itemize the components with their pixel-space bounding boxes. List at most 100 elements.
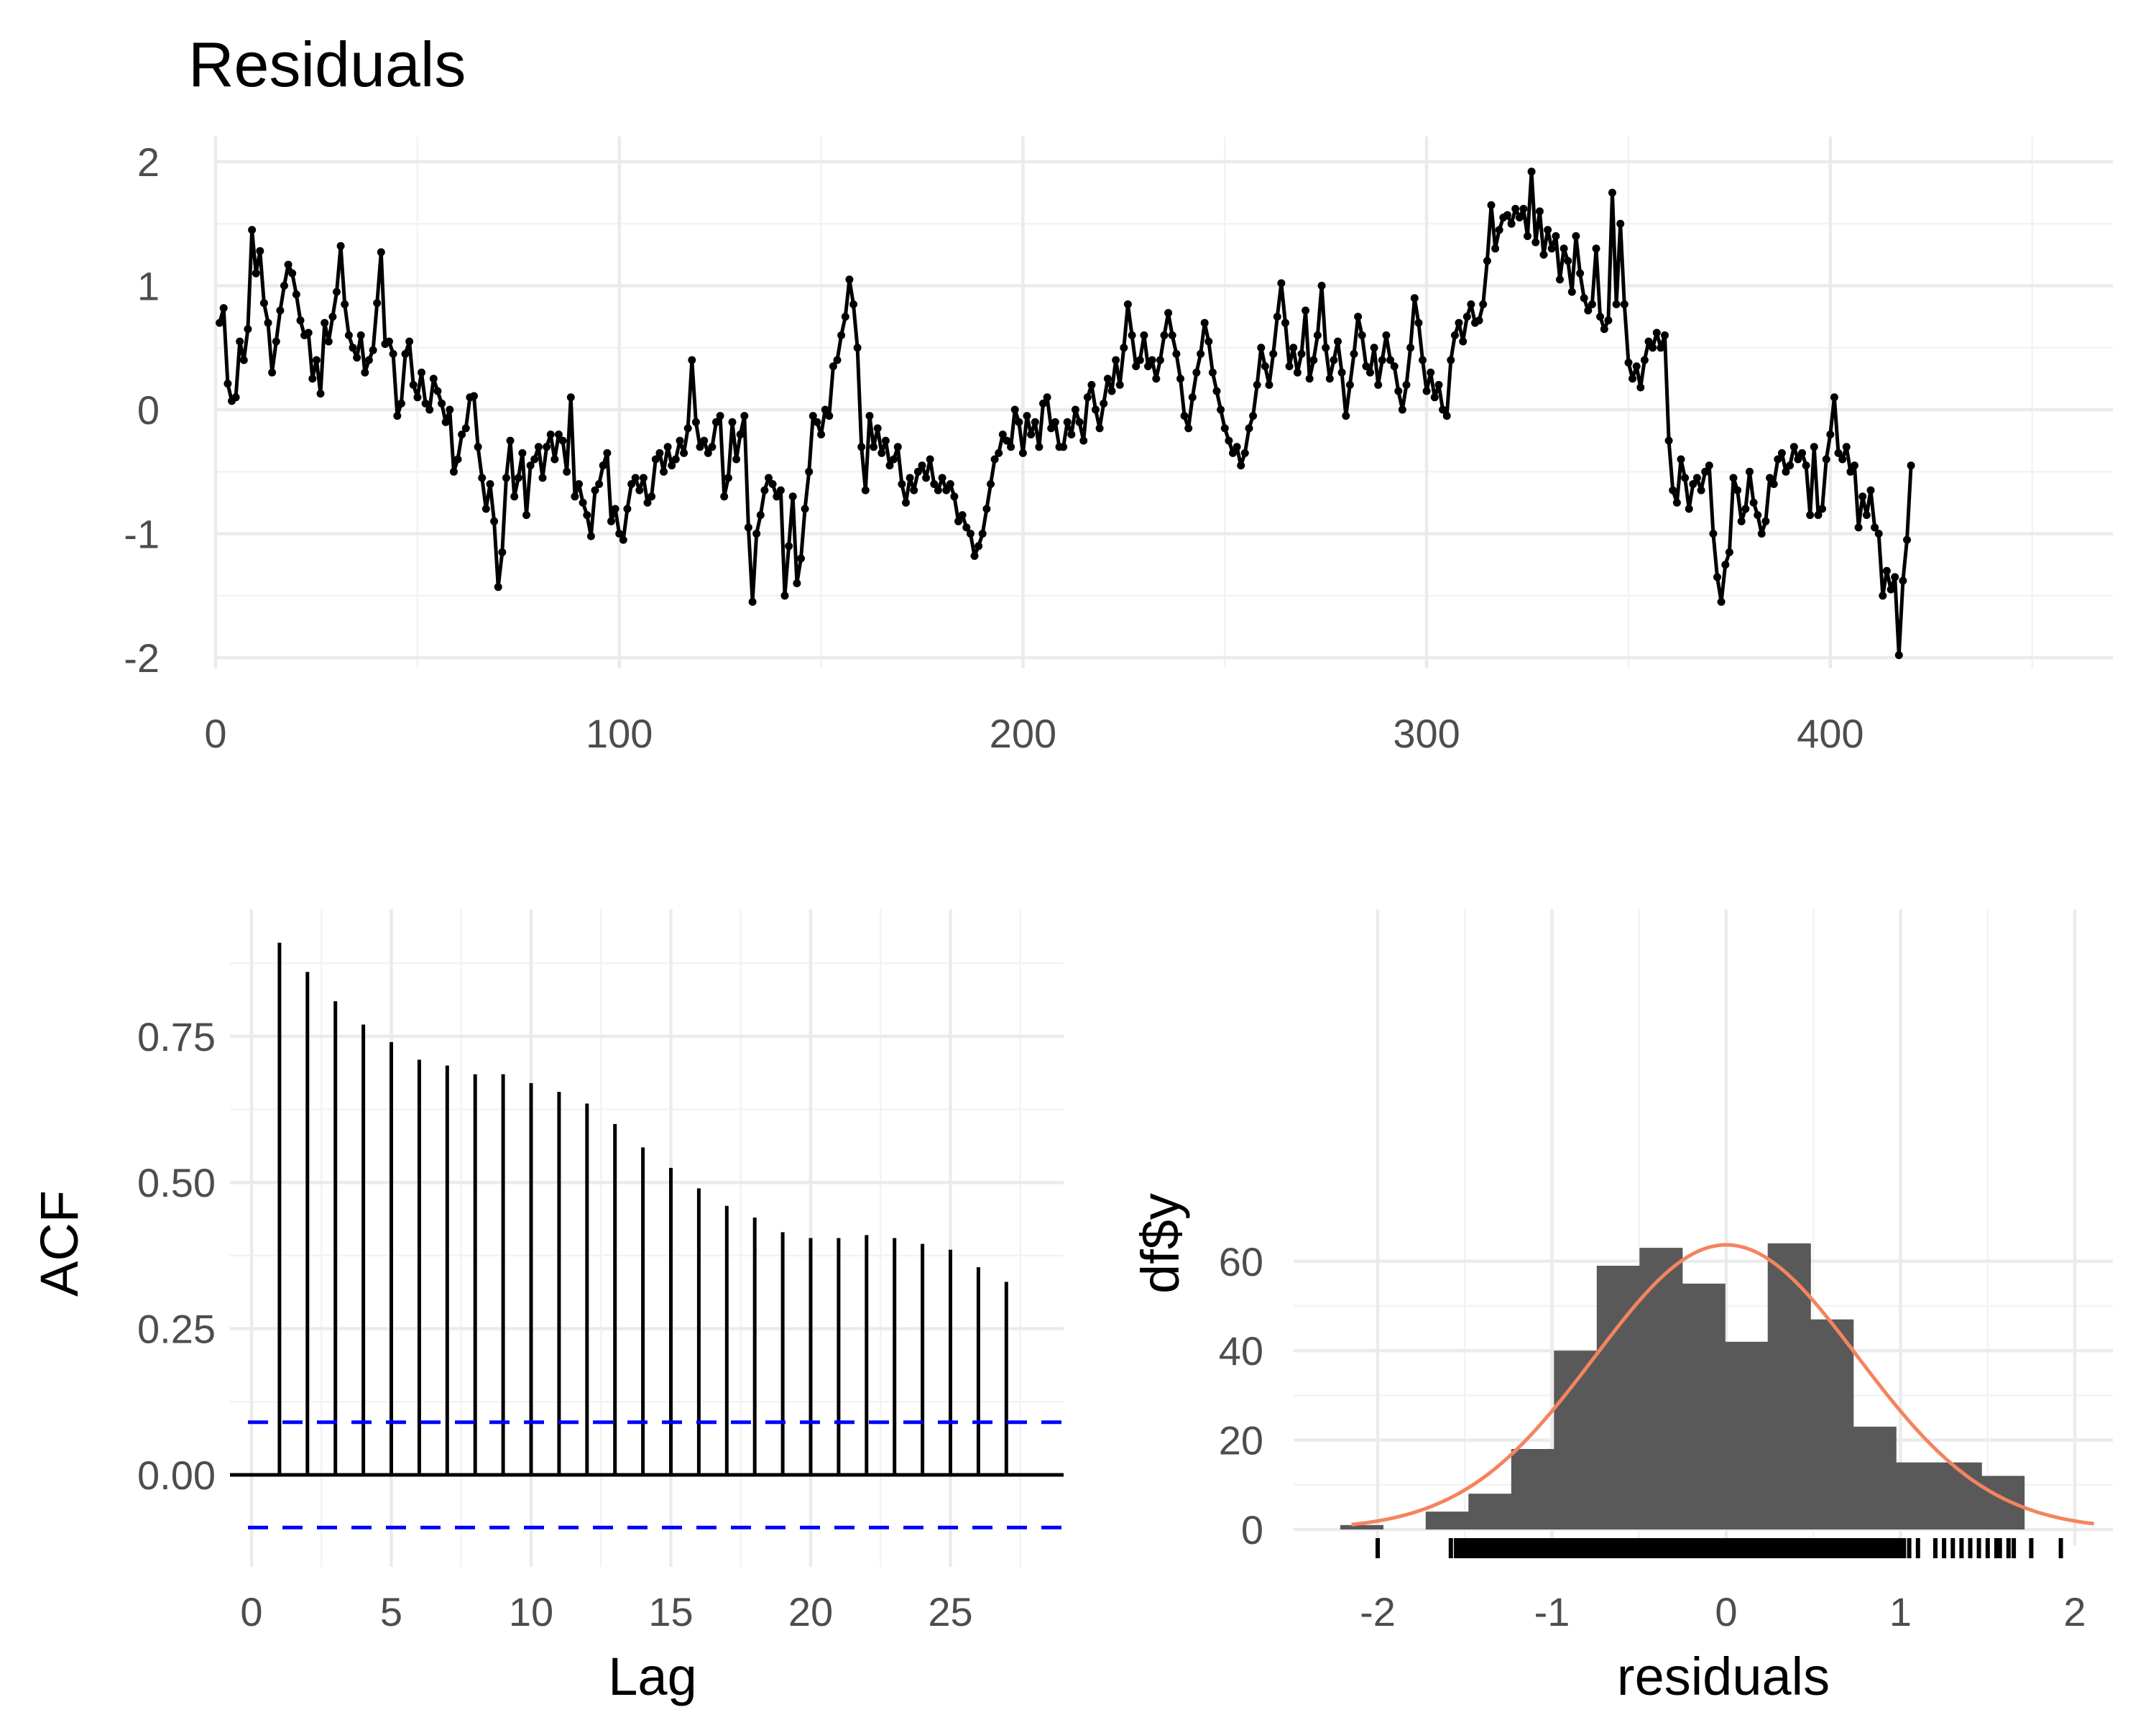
residuals-point (1398, 405, 1406, 414)
residuals-point (1572, 232, 1580, 240)
residuals-point (1564, 257, 1572, 265)
residuals-point (877, 448, 886, 457)
acf-tick-labels: 0 5 10 15 20 25 0.00 0.25 0.50 0.75 (137, 1014, 973, 1634)
residuals-point (1749, 498, 1758, 507)
residuals-point (663, 443, 672, 451)
acf-grid (230, 909, 1064, 1567)
residuals-point (1188, 393, 1197, 402)
residuals-point (1366, 368, 1374, 377)
residuals-point (765, 474, 773, 482)
residuals-x-tick-label: 400 (1797, 711, 1864, 756)
residuals-point (534, 443, 543, 451)
residuals-point (1806, 511, 1815, 520)
residuals-point (1854, 523, 1863, 532)
residuals-point (635, 486, 644, 494)
residuals-point (1305, 374, 1314, 383)
residuals-point (575, 480, 583, 488)
residuals-point (1197, 349, 1205, 358)
residuals-point (421, 399, 430, 408)
residuals-point (1519, 205, 1528, 213)
residuals-point (1657, 344, 1665, 352)
residuals-point (607, 517, 615, 525)
residuals-point (558, 436, 567, 445)
residuals-point (1786, 461, 1795, 470)
residuals-point (716, 412, 724, 420)
residuals-point (1733, 486, 1742, 494)
residuals-point (946, 480, 954, 488)
residuals-point (1313, 331, 1322, 339)
residuals-tick-labels: 0 100 200 300 400 -2 -1 0 1 2 (124, 139, 1864, 756)
residuals-point (490, 517, 499, 525)
residuals-point (530, 455, 539, 464)
residuals-point (1874, 530, 1883, 538)
residuals-point (643, 498, 652, 507)
acf-y-axis-label: ACF (29, 1190, 89, 1297)
residuals-point (1285, 362, 1294, 371)
residuals-point (1746, 467, 1754, 476)
residuals-point (599, 461, 607, 470)
residuals-point (805, 467, 814, 476)
residuals-point (1616, 219, 1625, 228)
residuals-point (1100, 399, 1108, 408)
residuals-point (1664, 436, 1673, 445)
residuals-point (1567, 288, 1576, 296)
residuals-point (1455, 318, 1463, 327)
acf-panel: 0 5 10 15 20 25 0.00 0.25 0.50 0.75 Lag ACF (29, 909, 1064, 1706)
residuals-point (942, 486, 951, 494)
residuals-point (1253, 381, 1261, 389)
residuals-point (550, 455, 559, 464)
residuals-point (1681, 474, 1690, 482)
histogram-bar (1810, 1319, 1854, 1530)
residuals-point (308, 374, 317, 383)
residuals-point (1079, 436, 1088, 445)
residuals-point (837, 331, 846, 339)
residuals-point (268, 368, 277, 377)
residuals-point (361, 368, 369, 377)
histogram-bar (1896, 1462, 1940, 1530)
residuals-point (1112, 356, 1120, 364)
residuals-point (571, 492, 579, 501)
residuals-point (1358, 331, 1366, 339)
residuals-point (1754, 511, 1762, 520)
residuals-point (1511, 205, 1520, 213)
residuals-point (1462, 313, 1471, 321)
residuals-point (1410, 294, 1419, 303)
residuals-point (1043, 393, 1051, 402)
residuals-point (1661, 331, 1669, 339)
residuals-point (1144, 362, 1152, 371)
residuals-point (522, 511, 530, 520)
residuals-point (724, 474, 732, 482)
residuals-point (446, 405, 454, 414)
residuals-point (433, 387, 442, 395)
residuals-point (829, 362, 837, 371)
residuals-point (321, 318, 329, 327)
residuals-point (385, 337, 393, 346)
residuals-point (1818, 505, 1827, 513)
residuals-point (1766, 474, 1774, 482)
residuals-point (1672, 498, 1681, 507)
residuals-point (425, 405, 434, 414)
residuals-point (304, 328, 313, 337)
residuals-point (1669, 486, 1677, 494)
residuals-point (1741, 505, 1750, 513)
residuals-point (1507, 219, 1516, 228)
residuals-point (1322, 344, 1330, 352)
residuals-point (958, 511, 967, 520)
residuals-point (700, 436, 709, 445)
residuals-point (1208, 368, 1217, 377)
residuals-point (833, 356, 842, 364)
residuals-point (934, 486, 942, 494)
residuals-point (1067, 431, 1076, 438)
residuals-point (502, 474, 510, 482)
residuals-point (1620, 300, 1628, 308)
residuals-point (1794, 455, 1802, 464)
residuals-x-tick-label: 100 (586, 711, 653, 756)
residuals-point (1212, 387, 1221, 395)
acf-y-tick-label: 0.75 (137, 1014, 216, 1059)
residuals-point (364, 356, 373, 364)
histogram-bar (1554, 1351, 1598, 1530)
residuals-point (566, 393, 575, 402)
residuals-x-tick-label: 200 (990, 711, 1056, 756)
residuals-point (231, 393, 240, 402)
